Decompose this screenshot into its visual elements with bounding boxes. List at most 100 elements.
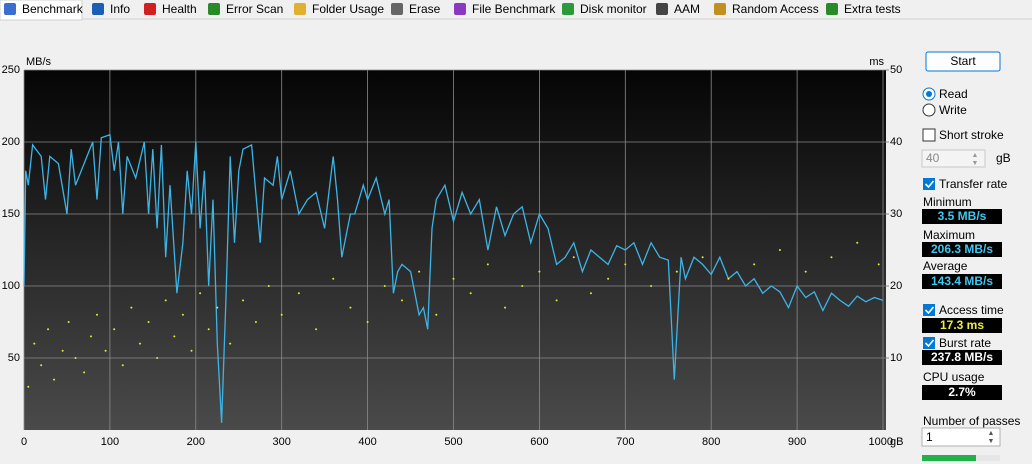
access-time-dot	[675, 270, 678, 273]
passes-value: 1	[926, 430, 933, 444]
access-time-dot	[856, 241, 859, 244]
tab-label[interactable]: Health	[162, 2, 197, 16]
tab-label[interactable]: Erase	[409, 2, 441, 16]
tab-icon	[714, 3, 726, 15]
average-box	[922, 274, 1002, 289]
checkmark	[924, 180, 935, 189]
access-time-dot	[156, 357, 159, 359]
x-tick-label: 200	[187, 436, 205, 448]
tab-label[interactable]: Extra tests	[844, 2, 901, 16]
tab-icon	[826, 3, 838, 15]
access-time-dot	[61, 349, 64, 352]
access-time-dot	[47, 328, 50, 331]
cpu-usage-value: 2.7%	[948, 385, 976, 399]
passes-label: Number of passes	[923, 414, 1020, 428]
tab-icon	[391, 3, 403, 15]
average-value: 143.4 MB/s	[931, 274, 993, 288]
start-button-label[interactable]: Start	[950, 54, 976, 68]
y2-tick-label: 40	[890, 136, 902, 148]
tab-label[interactable]: File Benchmark	[472, 2, 556, 16]
maximum-box	[922, 242, 1002, 257]
write-label[interactable]: Write	[939, 103, 967, 117]
y-axis-label: MB/s	[26, 56, 52, 68]
checkbox[interactable]	[923, 337, 935, 349]
start-button[interactable]	[925, 51, 1001, 72]
short-stroke-label[interactable]: Short stroke	[939, 128, 1004, 142]
x-tick-label: 1000	[869, 436, 893, 448]
access-time-dot	[181, 313, 184, 316]
y-tick-label: 200	[2, 136, 20, 148]
access-time-dot	[555, 299, 558, 302]
access-time-dot	[297, 292, 300, 295]
plot-area	[24, 70, 886, 430]
tab-active[interactable]	[0, 0, 83, 21]
access-time-dot	[452, 277, 455, 280]
tab-label[interactable]: Benchmark	[22, 2, 84, 16]
access-time-dot	[138, 342, 141, 345]
tab-icon	[562, 3, 574, 15]
access-time-dot	[778, 249, 781, 251]
burst-rate-label[interactable]: Burst rate	[939, 336, 991, 350]
tab-label[interactable]: AAM	[674, 2, 700, 16]
x-tick-label: 900	[788, 436, 806, 448]
access-time-dot	[173, 335, 176, 338]
access-time-dot	[40, 364, 43, 367]
access-time-dot	[315, 328, 318, 331]
minimum-box	[922, 209, 1002, 224]
access-time-dot	[113, 328, 116, 331]
tab-icon	[656, 3, 668, 15]
access-time-dot	[53, 378, 56, 381]
access-time-dot	[418, 270, 421, 273]
access-time-dot	[607, 277, 610, 280]
transfer-rate-label[interactable]: Transfer rate	[939, 177, 1008, 191]
tab-icon	[294, 3, 306, 15]
access-time-dot	[164, 299, 167, 302]
cpu-usage-box	[922, 385, 1002, 400]
short-stroke-checkbox[interactable]	[922, 128, 936, 142]
access-time-dot	[90, 335, 93, 338]
progress-bar	[922, 455, 976, 461]
x-tick-label: 400	[358, 436, 376, 448]
passes-input[interactable]	[921, 427, 1001, 447]
tab-label[interactable]: Folder Usage	[312, 2, 384, 16]
access-time-value: 17.3 ms	[940, 318, 984, 332]
checkbox[interactable]	[923, 304, 935, 316]
minimum-value: 3.5 MB/s	[938, 209, 987, 223]
tab-label[interactable]: Info	[110, 2, 130, 16]
spin-up[interactable]: ▲	[972, 152, 979, 159]
marks	[23, 133, 884, 423]
write-radio[interactable]	[922, 103, 936, 117]
checkbox[interactable]	[923, 178, 935, 190]
tab-bar: Benchmark Info Health Error Scan Folder Usag…	[0, 0, 901, 21]
stroke-size-input[interactable]	[921, 149, 986, 168]
tab-label[interactable]: Random Access	[732, 2, 819, 16]
access-time-dot	[147, 321, 150, 323]
access-time-dot	[572, 256, 575, 259]
passes-spin-down[interactable]: ▼	[988, 438, 995, 445]
cpu-usage-label: CPU usage	[923, 370, 985, 384]
access-time-label[interactable]: Access time	[939, 303, 1004, 317]
access-time-dot	[877, 263, 880, 266]
access-time-dot	[190, 349, 193, 352]
x-tick-label: 800	[702, 436, 720, 448]
access-time-dot	[83, 371, 86, 374]
tab-label[interactable]: Error Scan	[226, 2, 283, 16]
access-time-dot	[521, 285, 524, 287]
y-tick-label: 50	[8, 352, 20, 364]
access-time-dot	[383, 285, 386, 287]
tab-strip	[0, 0, 1032, 19]
checkmark	[924, 306, 935, 315]
access-time-dot	[67, 321, 70, 323]
maximum-value: 206.3 MB/s	[931, 242, 993, 256]
x-tick-label: 100	[101, 436, 119, 448]
passes-spin-up[interactable]: ▲	[988, 430, 995, 437]
access-time-dot	[74, 357, 77, 359]
access-time-dot	[267, 285, 270, 287]
access-time-dot	[27, 385, 30, 388]
x-tick-label: 600	[530, 436, 548, 448]
access-time-dot	[469, 292, 472, 295]
spin-down[interactable]: ▼	[972, 160, 979, 167]
average-label: Average	[923, 259, 968, 273]
read-label[interactable]: Read	[939, 87, 968, 101]
tab-label[interactable]: Disk monitor	[580, 2, 647, 16]
